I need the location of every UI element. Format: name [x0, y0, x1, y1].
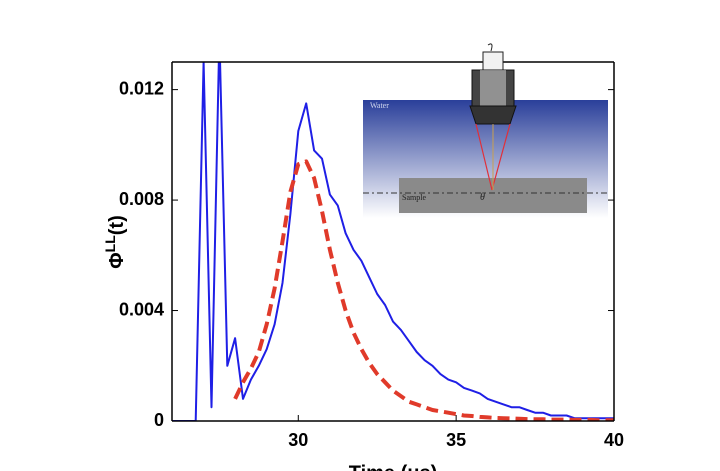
- y-tick-label: 0.012: [119, 78, 164, 98]
- x-axis-label: Time (μs): [349, 462, 438, 471]
- y-label-superscript: LL: [102, 235, 118, 253]
- series-line: [233, 159, 614, 421]
- inset-label: Sample: [402, 193, 426, 202]
- y-tick-label: 0.008: [119, 189, 164, 209]
- x-tick-label: 40: [604, 430, 624, 450]
- x-tick-label: 35: [446, 430, 466, 450]
- y-axis-label: ΦLL(t): [102, 215, 129, 269]
- y-tick-label: 0.004: [119, 299, 164, 319]
- transducer-lens: [469, 105, 517, 125]
- inset: Water Sample θ: [363, 43, 608, 218]
- plot-area: [172, 62, 614, 421]
- y-label-argument: (t): [106, 215, 128, 235]
- series-line: [172, 62, 614, 421]
- inset-label: θ: [480, 192, 485, 203]
- inset-label: Water: [370, 101, 389, 110]
- y-tick-label: 0: [154, 410, 164, 430]
- transducer-top: [482, 51, 504, 71]
- beam: [475, 123, 511, 191]
- transducer-cable: [487, 43, 493, 52]
- x-tick-label: 30: [288, 430, 308, 450]
- transducer-shine: [480, 70, 506, 106]
- y-label-symbol: Φ: [106, 252, 128, 268]
